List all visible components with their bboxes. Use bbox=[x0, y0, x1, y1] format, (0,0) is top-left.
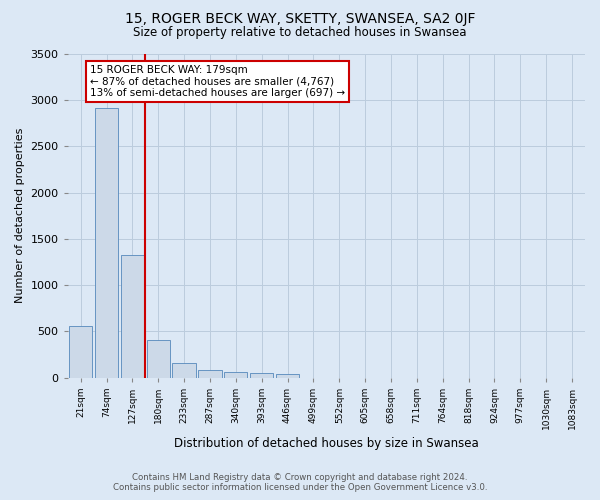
Text: Size of property relative to detached houses in Swansea: Size of property relative to detached ho… bbox=[133, 26, 467, 39]
Text: 15, ROGER BECK WAY, SKETTY, SWANSEA, SA2 0JF: 15, ROGER BECK WAY, SKETTY, SWANSEA, SA2… bbox=[125, 12, 475, 26]
Bar bbox=[69, 326, 92, 378]
Bar bbox=[95, 108, 118, 378]
Bar bbox=[276, 374, 299, 378]
Bar bbox=[172, 362, 196, 378]
X-axis label: Distribution of detached houses by size in Swansea: Distribution of detached houses by size … bbox=[174, 437, 479, 450]
Bar bbox=[146, 340, 170, 378]
Bar bbox=[199, 370, 221, 378]
Text: Contains HM Land Registry data © Crown copyright and database right 2024.
Contai: Contains HM Land Registry data © Crown c… bbox=[113, 473, 487, 492]
Text: 15 ROGER BECK WAY: 179sqm
← 87% of detached houses are smaller (4,767)
13% of se: 15 ROGER BECK WAY: 179sqm ← 87% of detac… bbox=[89, 65, 345, 98]
Y-axis label: Number of detached properties: Number of detached properties bbox=[15, 128, 25, 304]
Bar bbox=[250, 374, 274, 378]
Bar bbox=[224, 372, 247, 378]
Bar bbox=[121, 254, 144, 378]
